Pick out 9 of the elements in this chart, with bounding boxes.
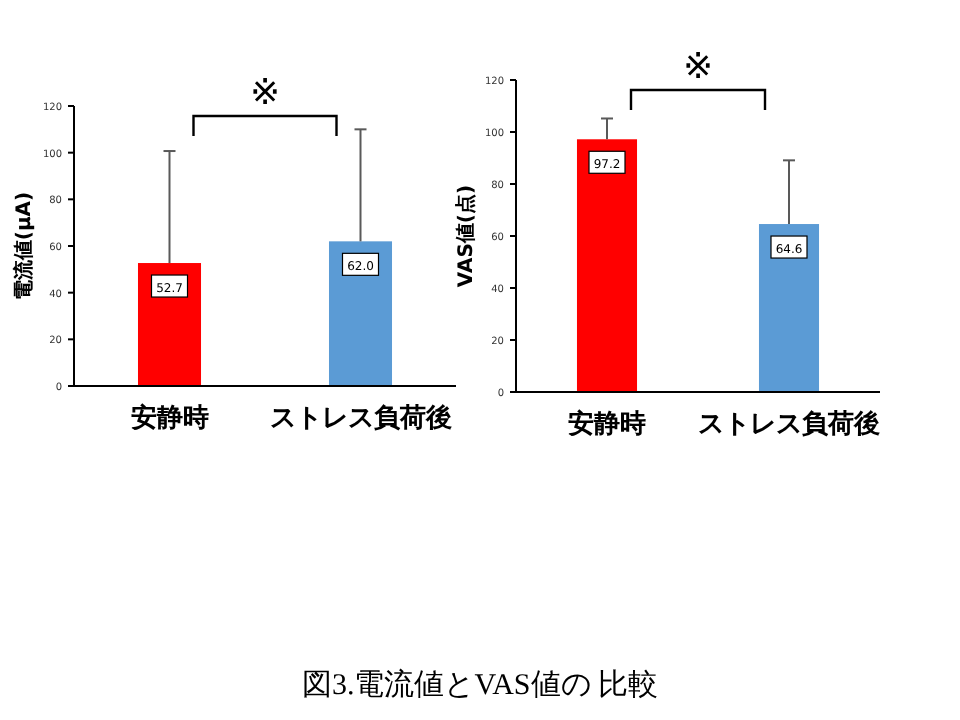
x-tick-label: 安静時 — [568, 408, 646, 440]
x-tick-label: ストレス負荷後 — [269, 402, 452, 434]
annotation: ※ — [682, 46, 714, 88]
x-tick-label: ストレス負荷後 — [698, 408, 880, 440]
y-axis-title: 電流値(μA) — [12, 191, 36, 301]
x-tick-label: 安静時 — [130, 402, 209, 434]
annotation: ※ — [249, 72, 281, 114]
caption: 図3.電流値とVAS値の 比較 — [301, 668, 659, 702]
y-axis-title: VAS値(点) — [454, 184, 478, 288]
